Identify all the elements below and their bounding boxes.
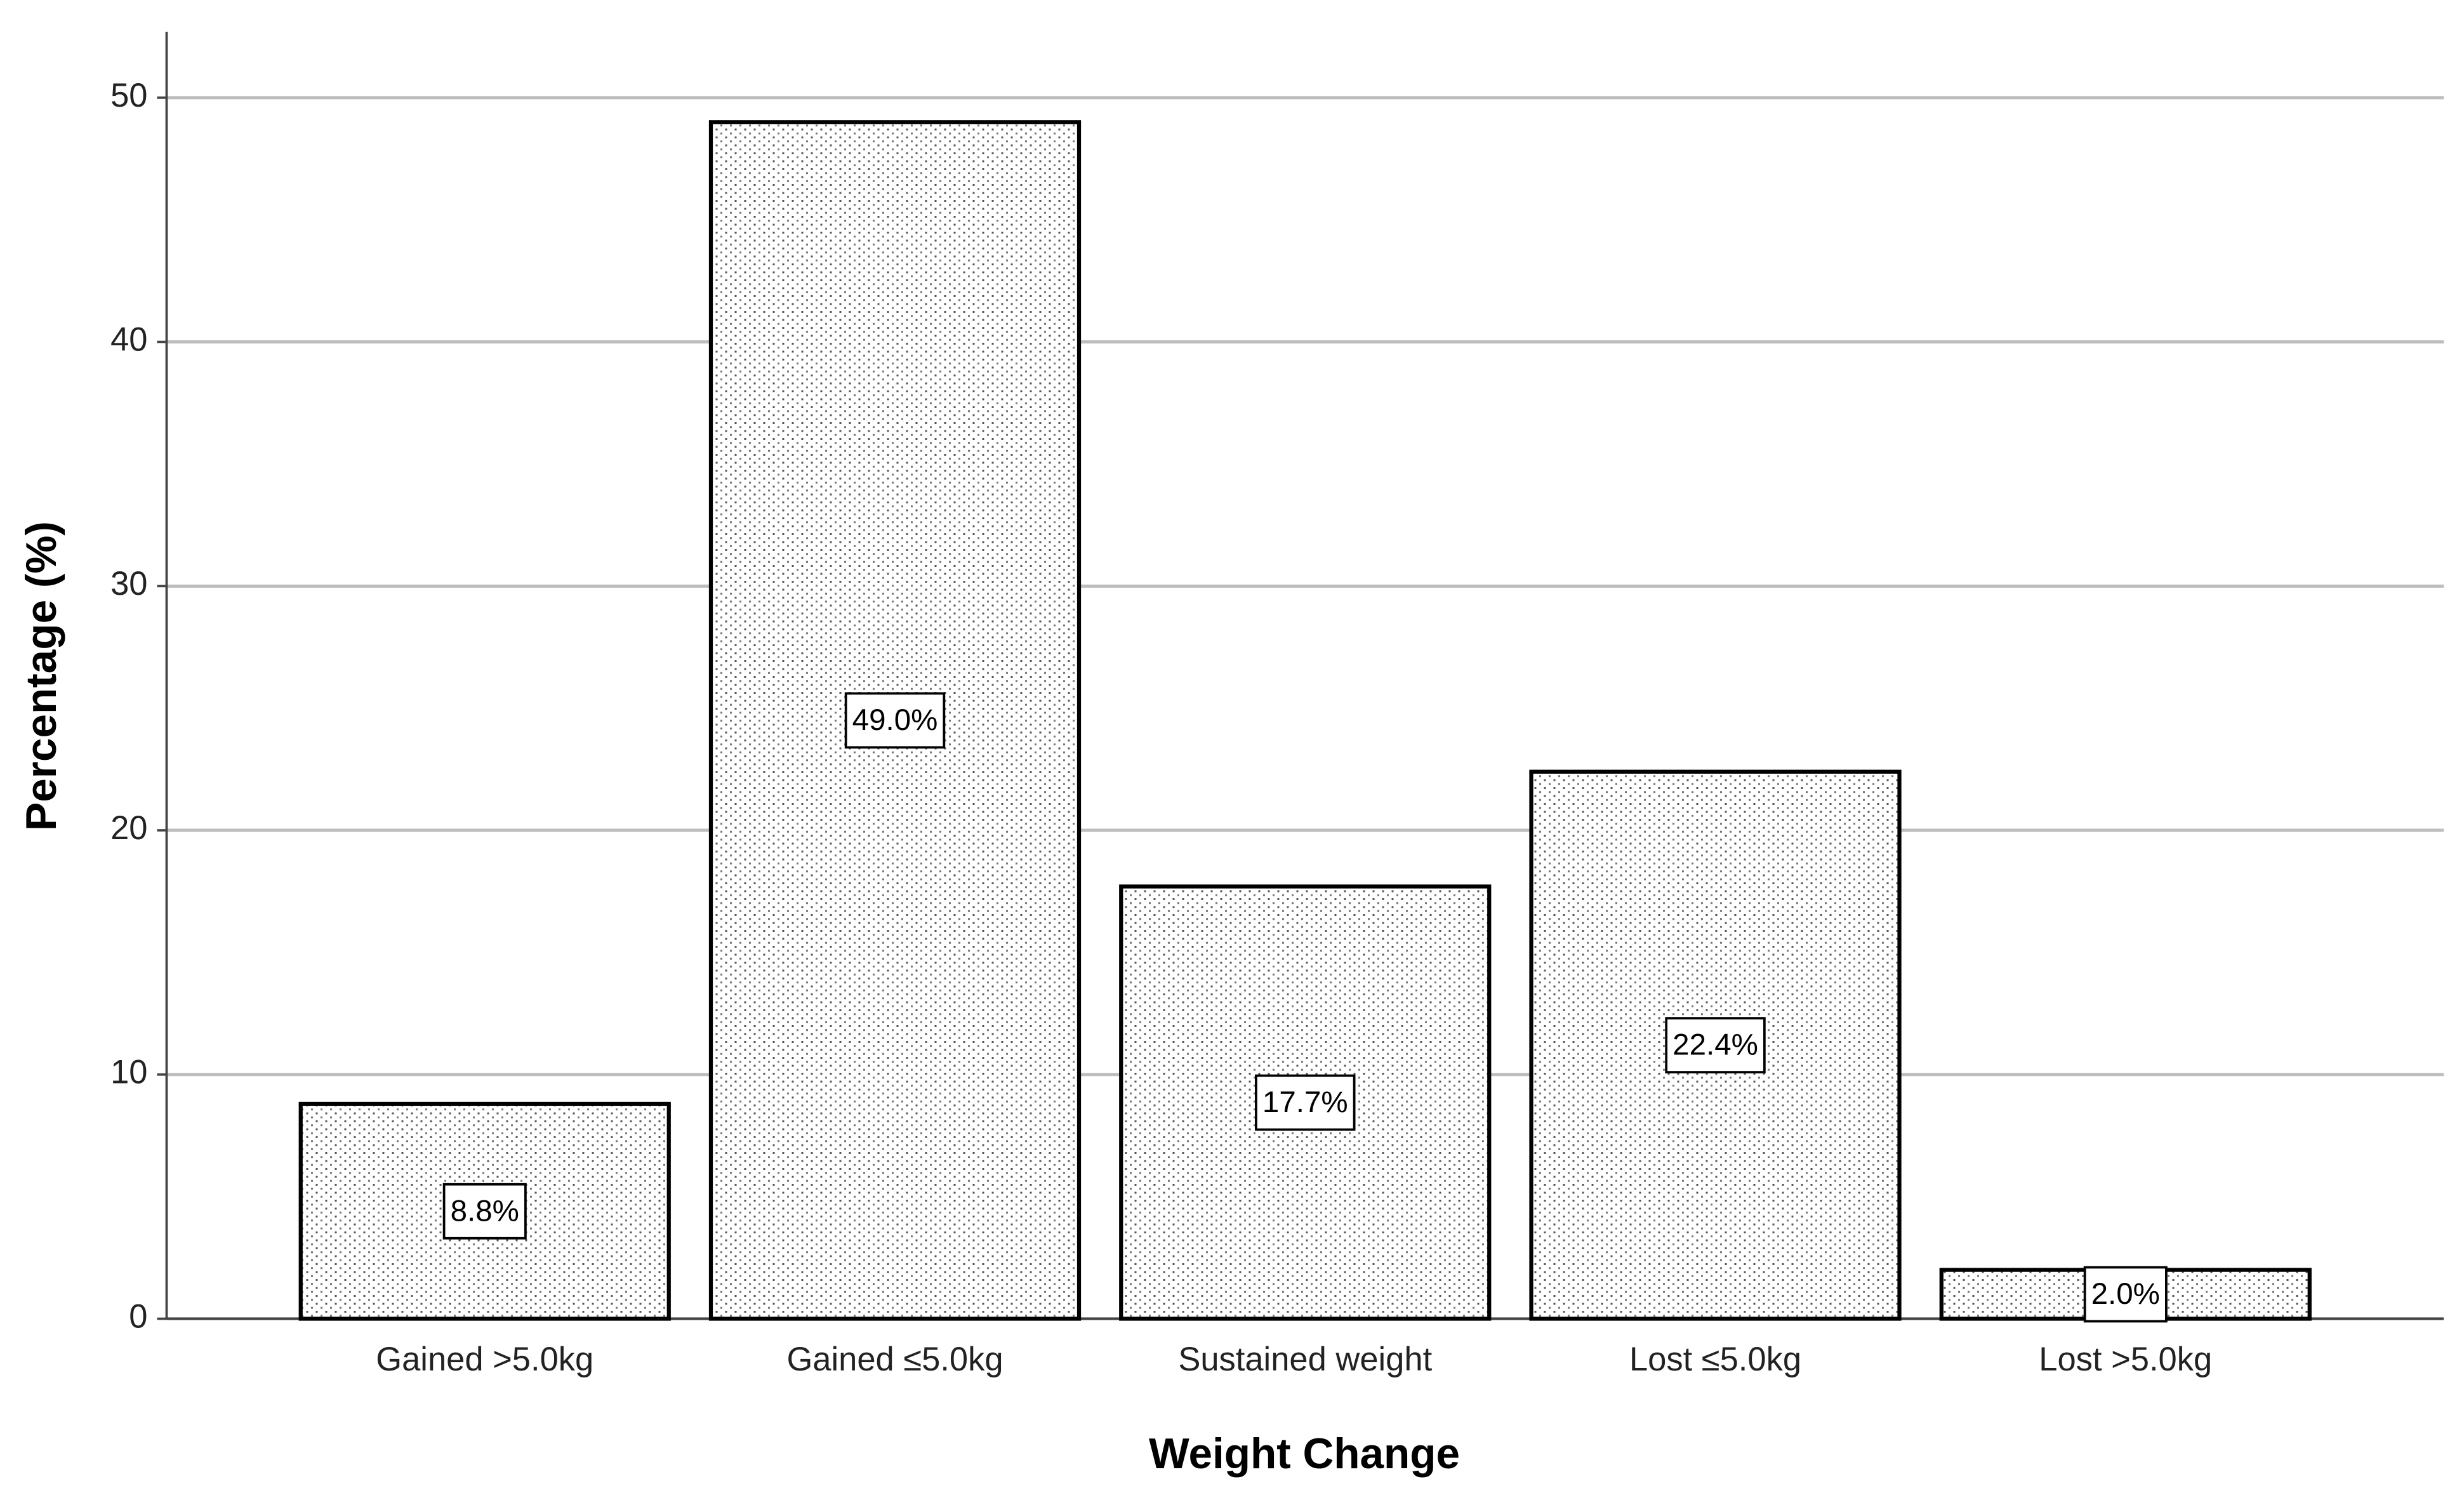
- value-label-text: 49.0%: [852, 703, 938, 737]
- y-tick-label: 40: [110, 321, 147, 358]
- y-axis-title: Percentage (%): [18, 521, 65, 831]
- value-label-box: [2083, 1266, 2168, 1323]
- x-tick-label: Sustained weight: [1178, 1341, 1432, 1378]
- x-tick-label: Gained ≤5.0kg: [786, 1341, 1003, 1378]
- y-tick-label: 0: [129, 1297, 147, 1335]
- value-label: 22.4%: [1665, 1017, 1766, 1073]
- y-tick-label: 10: [110, 1054, 147, 1091]
- y-tick-label: 50: [110, 77, 147, 114]
- value-label: 17.7%: [1255, 1074, 1356, 1131]
- value-label-text: 2.0%: [2091, 1277, 2160, 1311]
- value-label-box: [844, 692, 946, 749]
- x-axis-title: Weight Change: [1149, 1430, 1460, 1478]
- value-label-text: 22.4%: [1672, 1028, 1758, 1062]
- x-tick-label: Lost ≤5.0kg: [1629, 1341, 1801, 1378]
- x-tick-label: Gained >5.0kg: [376, 1341, 593, 1378]
- x-tick-label: Lost >5.0kg: [2039, 1341, 2212, 1378]
- value-label: 2.0%: [2083, 1266, 2168, 1323]
- value-label-box: [442, 1183, 527, 1240]
- value-label-box: [1255, 1074, 1356, 1131]
- value-label-text: 17.7%: [1262, 1085, 1348, 1119]
- value-label: 49.0%: [844, 692, 946, 749]
- y-tick-label: 30: [110, 565, 147, 602]
- y-tick-label: 20: [110, 809, 147, 847]
- value-label-text: 8.8%: [451, 1194, 519, 1228]
- value-label-box: [1665, 1017, 1766, 1073]
- value-label: 8.8%: [442, 1183, 527, 1240]
